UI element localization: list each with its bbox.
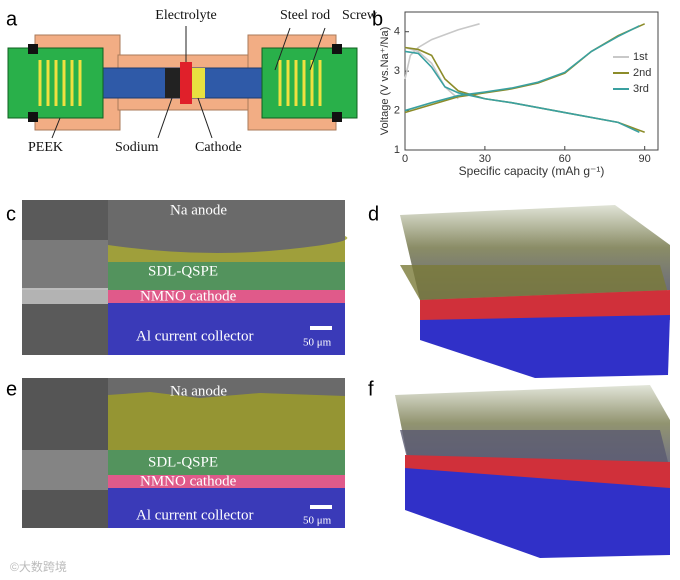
3d-render — [395, 385, 670, 558]
label: 50 μm — [303, 515, 332, 527]
line-series — [404, 25, 640, 133]
cell-schematic — [7, 26, 358, 139]
x-tick-label: 30 — [479, 153, 491, 165]
watermark: ©大数跨境 — [10, 559, 67, 574]
label: Cathode — [195, 140, 242, 155]
label: PEEK — [28, 140, 63, 155]
label: Al current collector — [136, 507, 253, 523]
plot-frame — [404, 11, 659, 151]
label: 50 μm — [303, 337, 332, 349]
panel-label: b — [372, 8, 383, 30]
label: Al current collector — [136, 328, 253, 344]
line-series — [404, 23, 646, 134]
label: NMNO cathode — [140, 288, 237, 304]
label: Na anode — [170, 202, 227, 218]
sem-image — [22, 378, 345, 528]
label: Electrolyte — [155, 8, 216, 23]
legend-label: 2nd — [633, 67, 651, 79]
panel-label: c — [6, 203, 16, 225]
label: Sodium — [115, 140, 159, 155]
y-tick-label: 1 — [394, 144, 400, 156]
y-tick-label: 4 — [394, 26, 400, 38]
panel-label: a — [6, 8, 18, 30]
panel-label: f — [368, 378, 374, 400]
x-tick-label: 90 — [639, 153, 651, 165]
x-tick-label: 0 — [402, 153, 408, 165]
legend-label: 1st — [633, 51, 648, 63]
y-tick-label: 2 — [394, 104, 400, 116]
label: Screw — [342, 8, 378, 23]
x-axis-label: Specific capacity (mAh g⁻¹) — [459, 164, 605, 178]
label: SDL-QSPE — [148, 454, 218, 470]
legend-label: 3rd — [633, 83, 649, 95]
line-series — [404, 23, 480, 100]
panel-label: d — [368, 203, 379, 225]
label: SDL-QSPE — [148, 263, 218, 279]
label: NMNO cathode — [140, 473, 237, 489]
x-tick-label: 60 — [559, 153, 571, 165]
label: Steel rod — [280, 8, 330, 23]
sem-image — [22, 200, 348, 355]
y-axis-label: Voltage (V vs.Na⁺/Na) — [379, 27, 391, 136]
panel-label: e — [6, 378, 17, 400]
3d-render — [400, 205, 670, 378]
y-tick-label: 3 — [394, 65, 400, 77]
label: Na anode — [170, 383, 227, 399]
